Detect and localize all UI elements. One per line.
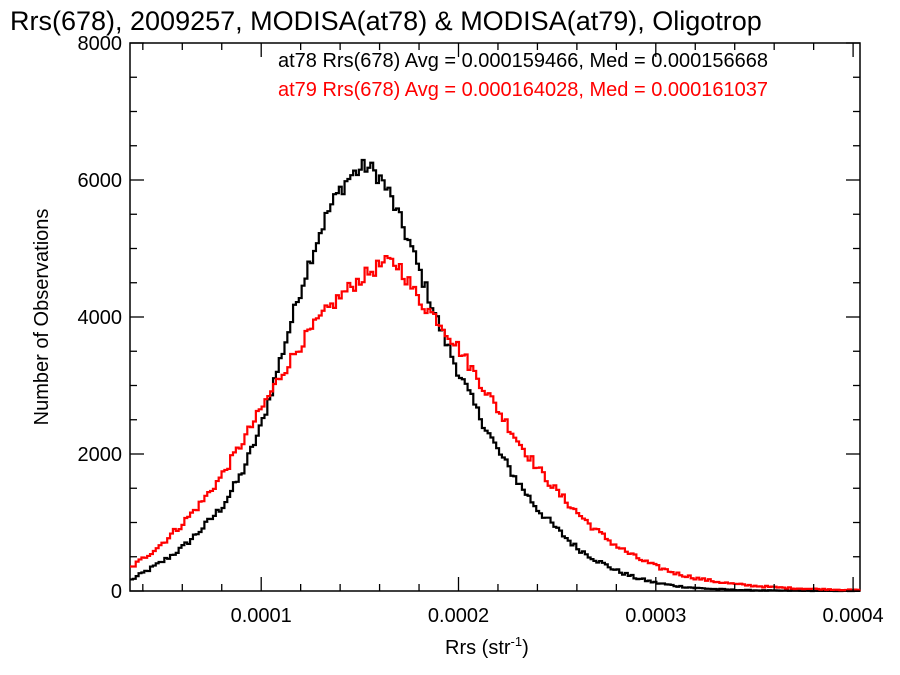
series-annotation-at78: at78 Rrs(678) Avg = 0.000159466, Med = 0… [278,50,768,72]
x-tick-label: 0.0002 [428,605,489,627]
x-axis-label-main: Rrs (str [445,637,511,659]
y-axis-label: Number of Observations [31,209,53,426]
x-axis-label-close: ) [522,637,529,659]
y-tick-label: 6000 [78,170,123,192]
x-tick-label: 0.0004 [823,605,884,627]
series-line-at79 [130,254,861,592]
y-tick-label: 0 [111,581,122,603]
y-tick-label: 8000 [78,33,123,55]
series-layer [130,158,861,593]
x-tick-label: 0.0001 [231,605,292,627]
x-axis-label: Rrs (str-1) [445,634,529,659]
x-axis-label-sup: -1 [511,634,523,649]
chart-title: Rrs(678), 2009257, MODISA(at78) & MODISA… [10,6,762,36]
y-tick-label: 2000 [78,444,123,466]
series-annotation-at79: at79 Rrs(678) Avg = 0.000164028, Med = 0… [278,79,768,101]
x-tick-label: 0.0003 [625,605,686,627]
series-line-at78 [130,158,861,593]
ticks-layer: 0.0001 0.0002 0.0003 0.0004 0 2000 4000 6000 800… [78,33,884,627]
y-tick-label: 4000 [78,307,123,329]
